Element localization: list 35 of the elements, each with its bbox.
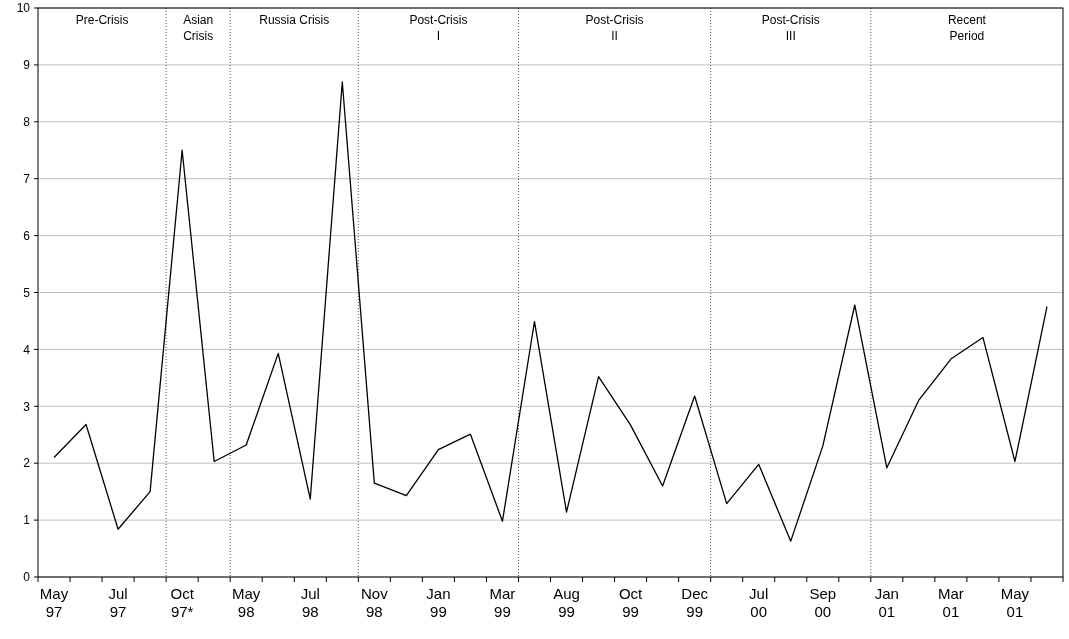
- y-tick-label: 5: [23, 285, 31, 300]
- x-tick-label: Dec 99: [681, 585, 709, 620]
- y-tick-label: 2: [23, 456, 31, 471]
- x-tick-label: Jul 97: [108, 585, 128, 620]
- y-tick-label: 0: [23, 570, 31, 585]
- y-tick-label: 4: [23, 342, 31, 357]
- x-tick-label: Oct 99: [618, 585, 644, 620]
- x-tick-label: May 01: [1000, 585, 1030, 620]
- x-tick-label: Jul 00: [749, 585, 769, 620]
- y-tick-label: 10: [16, 1, 31, 16]
- y-tick-label: 8: [23, 115, 31, 129]
- x-tick-label: Jan 99: [426, 585, 451, 620]
- x-tick-label: Aug 99: [553, 585, 580, 620]
- annotation: Asian Crisis: [183, 13, 214, 43]
- y-tick-label: 9: [23, 58, 31, 73]
- y-tick-label: 3: [23, 399, 31, 414]
- x-tick-label: May 98: [232, 585, 261, 620]
- annotation: Recent Period: [947, 13, 987, 43]
- x-tick-label: Sep 00: [809, 585, 837, 620]
- y-tick-label: 7: [23, 171, 31, 186]
- x-tick-label: May 97: [39, 585, 69, 620]
- annotation: Pre-Crisis: [75, 13, 129, 27]
- x-tick-label: Oct 97*: [170, 585, 195, 620]
- y-tick-label: 6: [23, 228, 31, 243]
- x-tick-label: Nov 98: [360, 585, 389, 620]
- x-tick-label: Mar 99: [489, 585, 516, 620]
- annotation: Post-Crisis II: [585, 13, 644, 43]
- x-tick-label: Jan 01: [874, 585, 899, 620]
- x-tick-label: Jul 98: [300, 585, 320, 620]
- x-tick-label: Mar 01: [937, 585, 964, 620]
- y-tick-label: 1: [23, 513, 31, 528]
- annotation: Post-Crisis I: [409, 13, 468, 43]
- annotation: Russia Crisis: [259, 13, 330, 27]
- line-series: [53, 81, 1048, 542]
- annotation: Post-Crisis III: [761, 13, 820, 43]
